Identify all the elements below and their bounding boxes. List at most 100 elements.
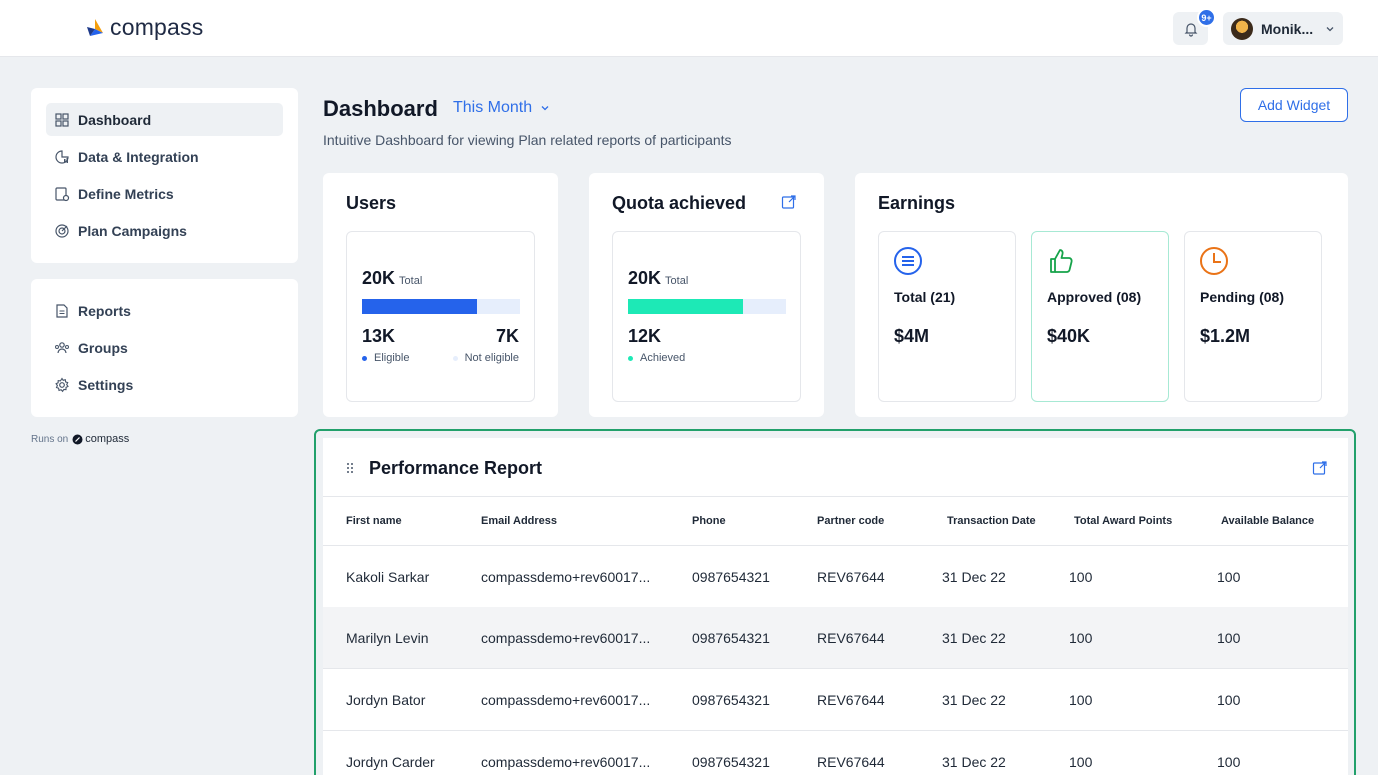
expand-icon[interactable] [781, 194, 797, 210]
not-eligible-legend: Not eligible [452, 352, 519, 364]
earnings-approved-tile[interactable]: Approved (08) $40K [1031, 231, 1169, 402]
earnings-pending-label: Pending (08) [1200, 289, 1285, 305]
quota-achieved-value: 12K [628, 326, 662, 346]
earnings-pending-tile[interactable]: Pending (08) $1.2M [1184, 231, 1322, 402]
cell-award-points: 100 [1069, 692, 1093, 708]
period-label: This Month [453, 99, 533, 116]
expand-icon[interactable] [1312, 460, 1328, 476]
primary-nav: Dashboard Data & Integration Define Metr… [31, 88, 298, 263]
cell-available-balance: 100 [1217, 630, 1241, 646]
sidebar-item-define-metrics[interactable]: Define Metrics [46, 177, 283, 210]
period-dropdown[interactable]: This Month [453, 99, 550, 117]
page-title: Dashboard [323, 96, 438, 121]
runs-on-logo: compass [72, 433, 129, 445]
cell-award-points: 100 [1069, 569, 1093, 585]
settings-icon [55, 377, 69, 392]
users-summary: 20K Total 13K 7K Eligible Not eligible [346, 231, 535, 402]
column-header[interactable]: Total Award Points [1074, 515, 1173, 527]
cell-transaction-date: 31 Dec 22 [942, 569, 1006, 585]
users-total: 20K Total [362, 268, 422, 289]
cell-phone: 0987654321 [692, 692, 770, 708]
cell-partner-code: REV67644 [817, 569, 885, 585]
sidebar-item-reports[interactable]: Reports [46, 294, 283, 327]
sidebar-item-label: Dashboard [78, 111, 152, 128]
cell-transaction-date: 31 Dec 22 [942, 754, 1006, 770]
quota-progress-track [628, 299, 786, 314]
equals-circle-icon [894, 247, 922, 275]
sidebar-item-groups[interactable]: Groups [46, 331, 283, 364]
top-bar: compass [0, 0, 1378, 57]
cell-available-balance: 100 [1217, 569, 1241, 585]
user-menu-button[interactable]: Monik... [1223, 12, 1343, 45]
users-card: Users 20K Total 13K 7K Eligible Not eligi… [323, 173, 558, 417]
compass-logo[interactable]: compass [84, 14, 203, 41]
table-header: First name Email Address Phone Partner c… [323, 497, 1348, 546]
cell-transaction-date: 31 Dec 22 [942, 630, 1006, 646]
column-header[interactable]: Phone [692, 515, 726, 527]
table-row[interactable]: Jordyn Carder compassdemo+rev60017... 09… [323, 731, 1348, 775]
column-header[interactable]: First name [346, 515, 402, 527]
campaign-icon [55, 223, 69, 238]
users-not-eligible-value: 7K [495, 326, 519, 346]
notification-badge: 9+ [1197, 8, 1216, 27]
column-header[interactable]: Transaction Date [947, 515, 1036, 527]
earnings-total-tile[interactable]: Total (21) $4M [878, 231, 1016, 402]
runs-on-label: Runs on [31, 433, 69, 445]
quota-title: Quota achieved [612, 193, 747, 213]
cell-available-balance: 100 [1217, 754, 1241, 770]
page-subtitle: Intuitive Dashboard for viewing Plan rel… [323, 132, 732, 148]
quota-card: Quota achieved 20K Total 12K Achieved [589, 173, 824, 417]
secondary-nav: Reports Groups Settings [31, 279, 298, 417]
avatar [1231, 17, 1253, 40]
dashboard-icon [55, 112, 69, 127]
users-total-label: Total [399, 275, 423, 287]
report-icon [56, 303, 68, 318]
table-row[interactable]: Marilyn Levin compassdemo+rev60017... 09… [323, 607, 1348, 669]
users-progress-fill [362, 299, 478, 314]
user-name: Monik... [1261, 20, 1314, 37]
thumbs-up-icon [1050, 249, 1073, 273]
cell-phone: 0987654321 [692, 630, 770, 646]
metrics-icon [55, 186, 70, 201]
users-title: Users [346, 193, 397, 213]
cell-first-name: Jordyn Bator [346, 692, 426, 708]
add-widget-button[interactable]: Add Widget [1240, 88, 1348, 122]
runs-on-brand: compass [85, 433, 130, 445]
achieved-dot [628, 355, 633, 361]
cell-partner-code: REV67644 [817, 754, 885, 770]
drag-handle-icon[interactable] [345, 462, 355, 474]
performance-report: Performance Report First name Email Addr… [323, 438, 1348, 775]
sidebar-item-label: Plan Campaigns [78, 222, 187, 239]
sidebar-item-settings[interactable]: Settings [46, 368, 283, 401]
column-header[interactable]: Partner code [817, 515, 885, 527]
not-eligible-label: Not eligible [464, 352, 519, 364]
sidebar-item-dashboard[interactable]: Dashboard [46, 103, 283, 136]
report-title: Performance Report [369, 458, 543, 478]
quota-total-label: Total [665, 275, 689, 287]
achieved-label: Achieved [640, 352, 686, 364]
compass-logo-icon [87, 18, 103, 36]
sidebar-item-data-integration[interactable]: Data & Integration [46, 140, 283, 173]
cell-first-name: Jordyn Carder [346, 754, 435, 770]
users-progress-track [362, 299, 520, 314]
users-total-value: 20K [362, 268, 396, 288]
groups-icon [55, 341, 69, 353]
quota-progress-fill [628, 299, 744, 314]
cell-partner-code: REV67644 [817, 630, 885, 646]
achieved-legend: Achieved [628, 352, 685, 364]
cell-available-balance: 100 [1217, 692, 1241, 708]
sidebar-item-label: Data & Integration [78, 148, 199, 165]
sidebar-item-plan-campaigns[interactable]: Plan Campaigns [46, 214, 283, 247]
column-header[interactable]: Email Address [481, 515, 558, 527]
sidebar-item-label: Define Metrics [78, 185, 174, 202]
table-row[interactable]: Jordyn Bator compassdemo+rev60017... 098… [323, 669, 1348, 731]
eligible-label: Eligible [374, 352, 410, 364]
earnings-approved-label: Approved (08) [1047, 289, 1142, 305]
sidebar-item-label: Settings [78, 376, 134, 393]
earnings-card: Earnings Total (21) $4M Approved (08) $4… [855, 173, 1348, 417]
cell-award-points: 100 [1069, 630, 1093, 646]
earnings-total-label: Total (21) [894, 289, 956, 305]
column-header[interactable]: Available Balance [1221, 515, 1315, 527]
table-row[interactable]: Kakoli Sarkar compassdemo+rev60017... 09… [323, 546, 1348, 608]
brand-name: compass [110, 14, 204, 40]
